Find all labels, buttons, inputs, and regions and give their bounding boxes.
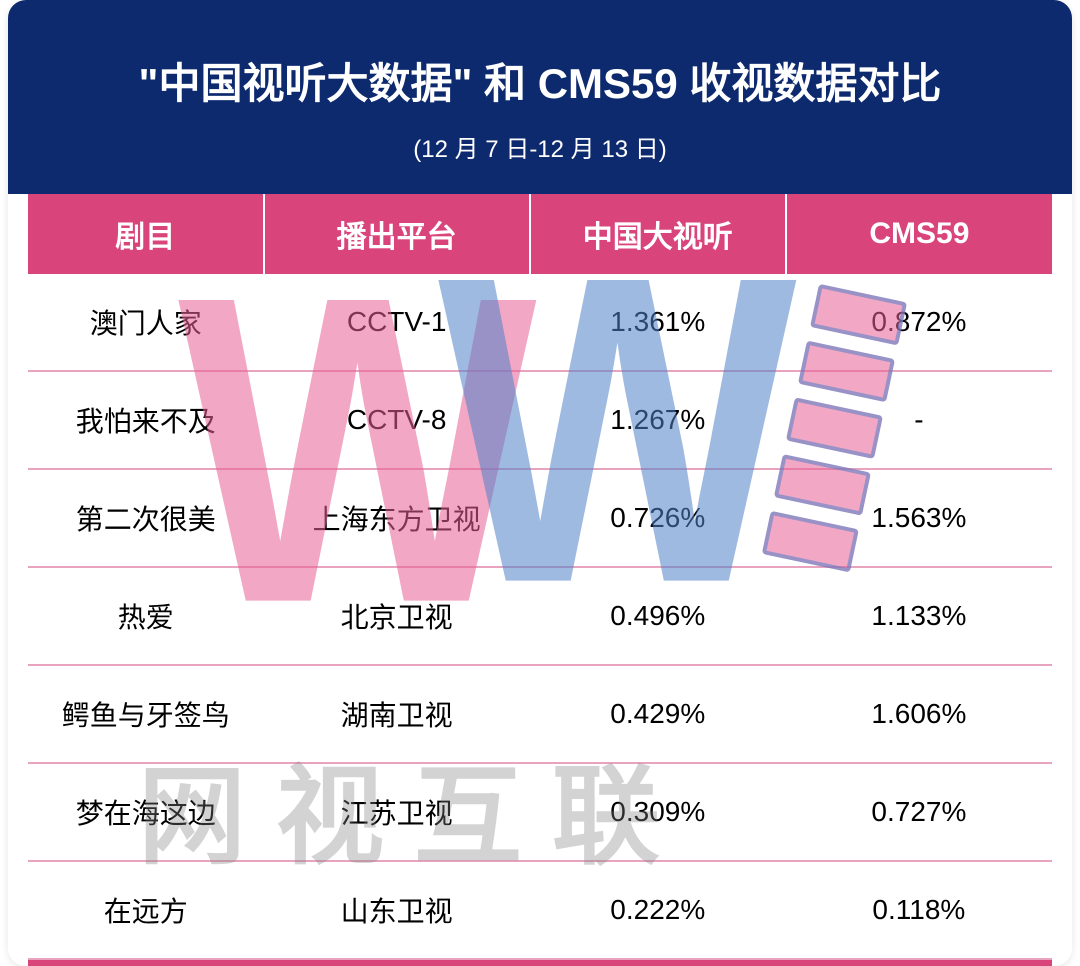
table-cell: 0.496%: [530, 567, 786, 665]
table-header-row: 剧目播出平台中国大视听CMS59: [28, 194, 1052, 274]
table-container: 剧目播出平台中国大视听CMS59 澳门人家CCTV-11.361%0.872%我…: [8, 194, 1072, 966]
card-header: "中国视听大数据" 和 CMS59 收视数据对比 (12 月 7 日-12 月 …: [8, 0, 1072, 194]
table-cell: 0.429%: [530, 665, 786, 763]
data-card: "中国视听大数据" 和 CMS59 收视数据对比 (12 月 7 日-12 月 …: [8, 0, 1072, 966]
table-cell: 梦在海这边: [28, 763, 264, 861]
bottom-accent-bar: [28, 960, 1052, 966]
table-cell: 1.133%: [786, 567, 1052, 665]
table-row: 第二次很美上海东方卫视0.726%1.563%: [28, 469, 1052, 567]
table-cell: 第二次很美: [28, 469, 264, 567]
table-cell: 北京卫视: [264, 567, 530, 665]
table-cell: 0.309%: [530, 763, 786, 861]
table-cell: 热爱: [28, 567, 264, 665]
table-row: 鳄鱼与牙签鸟湖南卫视0.429%1.606%: [28, 665, 1052, 763]
table-cell: 上海东方卫视: [264, 469, 530, 567]
table-row: 热爱北京卫视0.496%1.133%: [28, 567, 1052, 665]
table-cell: -: [786, 371, 1052, 469]
table-row: 澳门人家CCTV-11.361%0.872%: [28, 274, 1052, 371]
table-cell: 1.361%: [530, 274, 786, 371]
table-cell: 1.606%: [786, 665, 1052, 763]
table-row: 我怕来不及CCTV-81.267%-: [28, 371, 1052, 469]
table-cell: 鳄鱼与牙签鸟: [28, 665, 264, 763]
column-header: 中国大视听: [530, 194, 786, 274]
table-row: 梦在海这边江苏卫视0.309%0.727%: [28, 763, 1052, 861]
table-cell: 1.267%: [530, 371, 786, 469]
table-cell: 1.563%: [786, 469, 1052, 567]
table-cell: 山东卫视: [264, 861, 530, 959]
table-cell: 0.726%: [530, 469, 786, 567]
table-body: 澳门人家CCTV-11.361%0.872%我怕来不及CCTV-81.267%-…: [28, 274, 1052, 959]
table-cell: 0.118%: [786, 861, 1052, 959]
column-header: CMS59: [786, 194, 1052, 274]
column-header: 播出平台: [264, 194, 530, 274]
table-cell: 0.222%: [530, 861, 786, 959]
card-subtitle: (12 月 7 日-12 月 13 日): [38, 129, 1042, 164]
card-title: "中国视听大数据" 和 CMS59 收视数据对比: [38, 50, 1042, 111]
table-cell: 江苏卫视: [264, 763, 530, 861]
table-cell: CCTV-8: [264, 371, 530, 469]
table-cell: CCTV-1: [264, 274, 530, 371]
table-row: 在远方山东卫视0.222%0.118%: [28, 861, 1052, 959]
table-cell: 我怕来不及: [28, 371, 264, 469]
table-cell: 0.872%: [786, 274, 1052, 371]
ratings-table: 剧目播出平台中国大视听CMS59 澳门人家CCTV-11.361%0.872%我…: [28, 194, 1052, 960]
column-header: 剧目: [28, 194, 264, 274]
table-cell: 澳门人家: [28, 274, 264, 371]
table-cell: 湖南卫视: [264, 665, 530, 763]
table-cell: 在远方: [28, 861, 264, 959]
table-cell: 0.727%: [786, 763, 1052, 861]
